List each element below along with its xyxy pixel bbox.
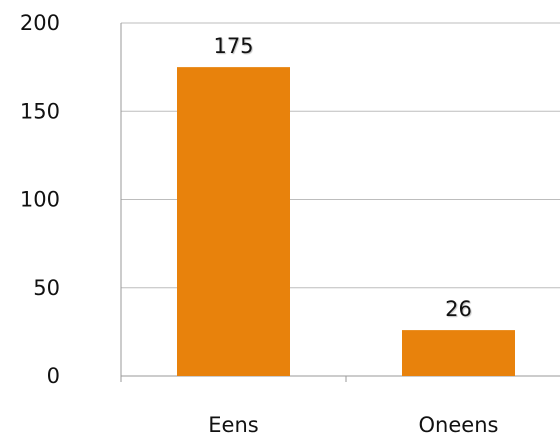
bar-eens (177, 67, 290, 376)
x-tick-label-eens: Eens (208, 413, 258, 437)
y-axis-tick-labels: 0 50 100 150 200 (20, 11, 60, 388)
y-tick-label: 150 (20, 99, 60, 123)
data-label-eens: 175 (213, 34, 253, 58)
x-axis-category-labels: Eens Oneens (208, 413, 498, 437)
bars (177, 67, 515, 376)
y-tick-label: 200 (20, 11, 60, 35)
data-label-oneens: 26 (445, 297, 472, 321)
data-labels: 175 26 (213, 34, 471, 321)
x-tick-label-oneens: Oneens (419, 413, 499, 437)
y-tick-label: 50 (33, 276, 60, 300)
y-tick-label: 100 (20, 188, 60, 212)
bar-oneens (402, 330, 515, 376)
y-tick-label: 0 (47, 364, 60, 388)
